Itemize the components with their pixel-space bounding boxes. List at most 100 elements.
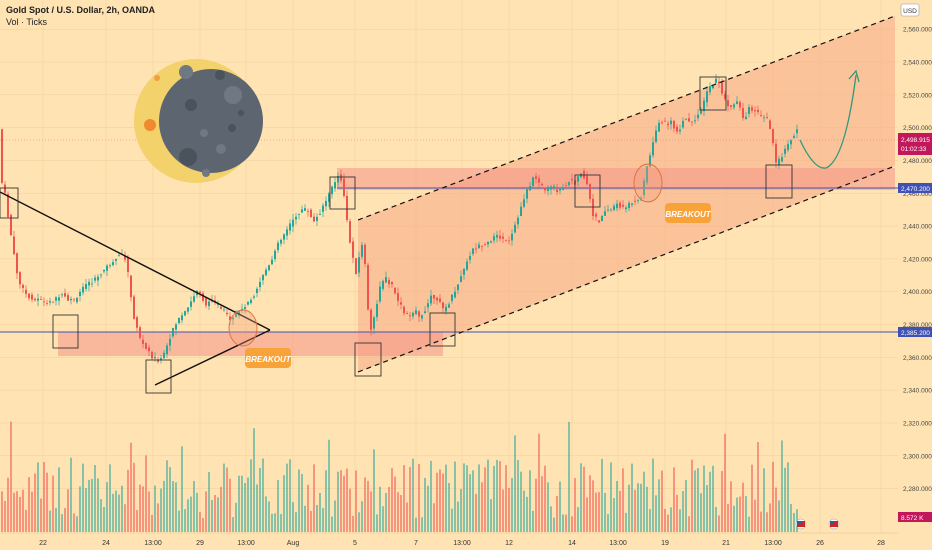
volume-bar [679, 509, 681, 532]
candle-body [400, 302, 402, 305]
channel-lower-line[interactable] [357, 165, 896, 373]
candle-body [667, 123, 669, 126]
volume-bar [295, 512, 297, 532]
candle-body [691, 121, 693, 123]
price-tick-label: 2,340.000 [903, 388, 932, 395]
symbol-title[interactable]: Gold Spot / U.S. Dollar, 2h, OANDA [6, 5, 156, 15]
volume-bar [658, 479, 660, 532]
candle-body [4, 184, 6, 193]
volume-bar [16, 491, 18, 532]
candle-body [571, 179, 573, 181]
price-tick-label: 2,300.000 [903, 453, 932, 460]
candle-body [664, 120, 666, 122]
candle-body [757, 109, 759, 113]
candle-body [367, 264, 369, 310]
level-lower-tag [898, 327, 932, 337]
currency-badge[interactable] [900, 3, 920, 17]
candle-body [403, 306, 405, 314]
volume-bar [208, 472, 210, 532]
channel-upper-line[interactable] [357, 15, 896, 221]
candle-body [187, 307, 189, 312]
projection-curve[interactable] [799, 74, 857, 169]
candle-body [634, 200, 636, 202]
volume-bar [217, 497, 219, 532]
volume-bar [70, 457, 72, 532]
volume-bar [556, 495, 558, 532]
volume-bar [577, 507, 579, 532]
price-tick-label: 2,440.000 [903, 224, 932, 231]
price-axis[interactable]: USD 2,560.000 2,540.000 2,520.000 2,500.000… [898, 0, 932, 550]
candle-body [730, 105, 732, 107]
candle-body [301, 209, 303, 213]
volume-bar [232, 517, 234, 532]
candle-body [61, 294, 63, 296]
moon-icon [134, 59, 263, 183]
volume-bar [775, 487, 777, 532]
candle-body [715, 78, 717, 83]
candle-body [697, 114, 699, 119]
time-axis[interactable]: 22 24 13:00 29 13:00 Aug 5 7 13:00 12 14 13:00 19 21 1… [0, 518, 898, 550]
volume-bar [199, 511, 201, 532]
projection-arrowhead [848, 69, 860, 83]
volume-bar [52, 475, 54, 532]
volume-bar [598, 492, 600, 532]
candle-body [508, 240, 510, 242]
volume-bar [259, 467, 261, 532]
candle-body [79, 291, 81, 297]
volume-bar [448, 483, 450, 532]
volume-bar [724, 433, 726, 532]
volume-bar [391, 468, 393, 532]
price-tick-label: 2,380.000 [903, 322, 932, 329]
candle-body [745, 116, 747, 120]
candle-body [472, 248, 474, 254]
candle-body [568, 182, 570, 186]
volume-bar [406, 502, 408, 532]
candle-body [349, 221, 351, 243]
candle-body [259, 281, 261, 288]
candle-body [250, 299, 252, 304]
volume-bar [526, 496, 528, 532]
time-tick-label: 5 [353, 540, 357, 547]
volume-indicator-label[interactable]: Vol · Ticks [6, 17, 48, 27]
volume-bar [514, 435, 516, 532]
volume-bar [718, 515, 720, 532]
candle-body [106, 265, 108, 271]
candle-body [652, 142, 654, 156]
volume-bar [64, 508, 66, 532]
volume-bar [688, 516, 690, 532]
event-flag-icon[interactable] [828, 518, 840, 530]
volume-bar [214, 494, 216, 532]
candle-body [610, 209, 612, 211]
event-flag-icon[interactable] [795, 518, 807, 530]
volume-bar [430, 460, 432, 532]
volume-bar [700, 493, 702, 532]
candle-body [37, 298, 39, 301]
volume-bar [85, 488, 87, 532]
volume-bar [784, 467, 786, 532]
candle-body [313, 216, 315, 222]
volume-bar [649, 509, 651, 532]
volume-bar [22, 489, 24, 532]
volume-bar [82, 463, 84, 532]
volume-bar [601, 458, 603, 532]
volume-bar [604, 492, 606, 532]
triangle-upper-line[interactable] [0, 191, 271, 331]
candle-body [724, 94, 726, 99]
candle-body [82, 286, 84, 293]
candle-body [514, 224, 516, 233]
candle-body [772, 129, 774, 144]
candle-body [292, 219, 294, 227]
candle-body [205, 297, 207, 306]
candle-body [277, 242, 279, 251]
volume-bar [100, 499, 102, 532]
volume-bar [148, 491, 150, 532]
candle-body [529, 186, 531, 191]
volume-bar [517, 459, 519, 532]
triangle-lower-line[interactable] [154, 329, 271, 386]
volume-bar [79, 486, 81, 532]
volume-bar [370, 491, 372, 532]
candle-body [373, 317, 375, 329]
volume-bar [220, 486, 222, 532]
volume-bar [766, 512, 768, 532]
